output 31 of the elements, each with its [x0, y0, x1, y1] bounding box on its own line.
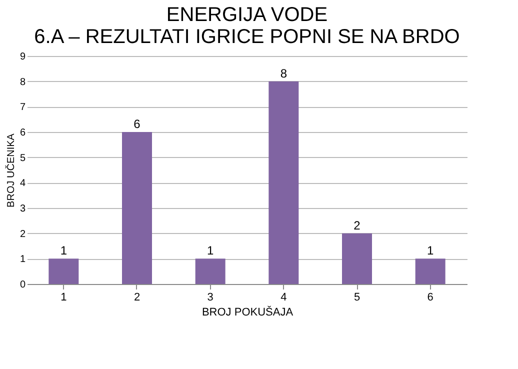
x-tick-label: 2: [134, 292, 140, 304]
bar: [195, 258, 226, 284]
data-label: 8: [280, 66, 288, 80]
data-label: 1: [426, 244, 434, 258]
x-axis-title: BROJ POKUŠAJA: [202, 306, 294, 318]
bar: [415, 258, 446, 284]
y-tick-label: 5: [20, 152, 26, 164]
x-tick-label: 1: [60, 292, 67, 304]
data-label: 6: [134, 117, 141, 131]
data-label: 1: [60, 244, 68, 258]
data-label: 2: [354, 218, 361, 232]
bar: [342, 233, 372, 284]
y-axis-title: BROJ UČENIKA: [4, 133, 17, 208]
data-label: 1: [206, 244, 214, 258]
y-tick-label: 0: [20, 280, 26, 290]
y-tick-label: 8: [20, 76, 26, 88]
y-tick-label: 3: [20, 204, 26, 214]
x-tick-label: 4: [280, 292, 287, 304]
y-tick-label: 6: [20, 128, 26, 138]
chart-title: ENERGIJA VODE 6.A – REZULTATI IGRICE POPNI SE NA BRDO: [34, 4, 460, 48]
y-tick-label: 7: [20, 102, 26, 114]
y-tick-label: 9: [20, 52, 26, 62]
x-tick-label: 5: [354, 292, 360, 304]
bar: [268, 81, 299, 284]
bar: [122, 132, 152, 284]
bar: [48, 258, 79, 284]
y-tick-label: 2: [20, 228, 26, 240]
x-tick-label: 3: [207, 292, 214, 304]
y-tick-label: 4: [20, 178, 26, 190]
x-tick-label: 6: [427, 292, 434, 304]
y-tick-label: 1: [20, 254, 26, 266]
